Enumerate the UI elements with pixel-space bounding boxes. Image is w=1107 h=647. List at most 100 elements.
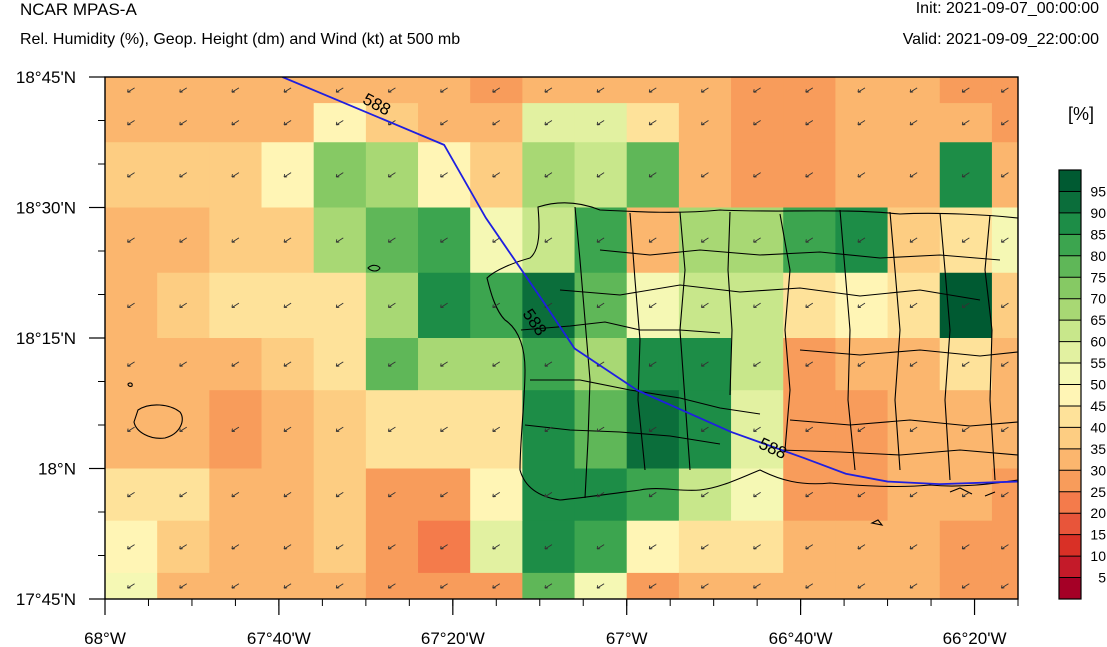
colorbar-level-label: 80 [1090, 248, 1106, 264]
wind-arrow [648, 172, 657, 178]
wind-arrow [805, 583, 814, 589]
wind-arrow [1001, 583, 1009, 589]
wind-arrow [544, 361, 553, 367]
colorbar-level-label: 60 [1090, 334, 1106, 350]
wind-arrow [179, 492, 187, 498]
wind-arrow [909, 426, 918, 432]
wind-arrow [492, 87, 501, 93]
wind-arrow [440, 302, 448, 309]
wind-arrow [909, 172, 918, 178]
wind-arrow [596, 87, 605, 93]
wind-arrow [127, 87, 135, 93]
wind-arrow [387, 361, 396, 367]
wind-arrow [961, 492, 970, 498]
wind-arrow [283, 87, 292, 93]
x-tick-label: 67°W [606, 629, 648, 647]
wind-arrow [335, 120, 344, 126]
wind-arrow [1001, 87, 1009, 93]
wind-arrow [805, 237, 814, 243]
colorbar-swatch [1059, 384, 1081, 407]
wind-arrow [857, 302, 866, 309]
wind-arrow [909, 583, 918, 589]
wind-arrow [701, 544, 709, 550]
wind-arrow [387, 492, 396, 498]
wind-arrow [805, 544, 814, 550]
wind-arrow [701, 426, 709, 432]
plot-title: Rel. Humidity (%), Geop. Height (dm) and… [20, 31, 461, 48]
wind-arrow [961, 120, 970, 126]
wind-arrow [701, 583, 709, 589]
wind-arrow [335, 492, 344, 498]
wind-arrow [127, 492, 135, 498]
wind-arrow [909, 492, 918, 498]
wind-arrow [753, 237, 761, 243]
wind-arrow [127, 583, 135, 589]
wind-arrow [909, 361, 918, 367]
wind-arrow [335, 172, 344, 178]
colorbar-level-label: 90 [1090, 205, 1106, 221]
wind-arrow [231, 583, 240, 589]
wind-arrow [335, 544, 344, 550]
colorbar-level-label: 65 [1090, 312, 1106, 328]
wind-arrow [596, 237, 605, 243]
wind-arrow [283, 237, 292, 243]
wind-arrow [753, 583, 761, 589]
wind-arrow [492, 544, 501, 550]
colorbar-swatch [1059, 448, 1081, 471]
wind-arrow [127, 237, 135, 243]
wind-arrow [283, 583, 292, 589]
colorbar-level-label: 95 [1090, 183, 1106, 199]
wind-arrow [544, 172, 553, 178]
wind-arrow [283, 492, 292, 498]
wind-arrow [544, 87, 553, 93]
wind-arrow [753, 302, 761, 309]
wind-arrow [961, 544, 970, 550]
wind-arrow [440, 237, 448, 243]
wind-arrow [387, 544, 396, 550]
wind-arrow [753, 87, 761, 93]
y-tick-label: 18°45'N [16, 68, 76, 87]
colorbar-level-label: 25 [1090, 484, 1106, 500]
wind-arrow [701, 302, 709, 309]
colorbar-level-label: 15 [1090, 527, 1106, 543]
wind-arrow [335, 302, 344, 309]
colorbar-swatch [1059, 427, 1081, 450]
wind-arrow [1001, 172, 1009, 178]
wind-arrow [544, 120, 553, 126]
wind-arrow [231, 492, 240, 498]
wind-arrow [701, 87, 709, 93]
colorbar-level-label: 40 [1090, 419, 1106, 435]
colorbar-level-label: 75 [1090, 269, 1106, 285]
y-tick-label: 18°30'N [16, 199, 76, 218]
wind-arrow [231, 237, 240, 243]
colorbar-level-label: 55 [1090, 355, 1106, 371]
wind-arrow [283, 544, 292, 550]
colorbar-units: [%] [1068, 104, 1095, 124]
colorbar-level-label: 50 [1090, 377, 1106, 393]
wind-arrow [1001, 120, 1009, 126]
wind-arrow [179, 361, 187, 367]
colorbar-swatch [1059, 341, 1081, 364]
x-tick-label: 66°40'W [769, 629, 833, 647]
wind-arrow [857, 172, 866, 178]
colorbar-swatch [1059, 491, 1081, 514]
wind-arrow [857, 492, 866, 498]
wind-arrow [440, 120, 448, 126]
wind-arrow [1001, 426, 1009, 432]
colorbar-swatch [1059, 577, 1081, 600]
wind-arrow [283, 120, 292, 126]
wind-arrow [961, 87, 970, 93]
wind-arrow [492, 237, 501, 243]
wind-arrow [805, 426, 814, 432]
y-axis: 18°45'N 18°30'N 18°15'N 18°N 17°45'N [16, 68, 105, 609]
y-tick-label: 18°N [38, 460, 76, 479]
colorbar-swatch [1059, 363, 1081, 385]
wind-arrow [961, 361, 970, 367]
x-tick-label: 67°20'W [421, 629, 485, 647]
init-time: Init: 2021-09-07_00:00:00 [915, 0, 1099, 17]
wind-arrow [596, 172, 605, 178]
wind-arrow [440, 426, 448, 432]
wind-arrow [596, 544, 605, 550]
wind-arrow [961, 237, 970, 243]
